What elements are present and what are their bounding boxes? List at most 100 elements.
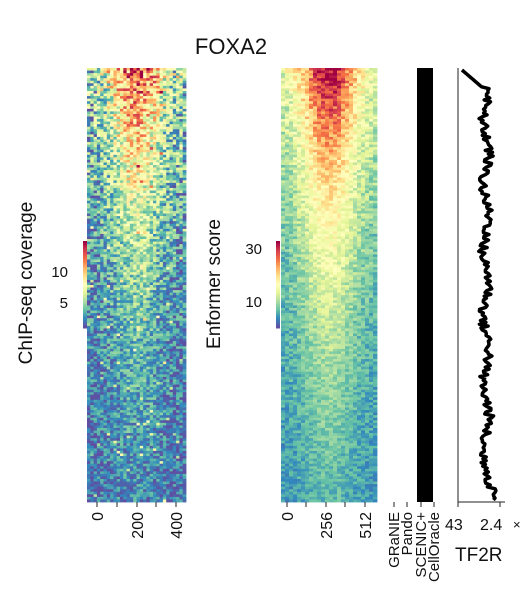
heatmap-cell: [162, 359, 167, 362]
heatmap-cell: [87, 195, 91, 199]
heatmap-cell: [110, 387, 114, 391]
heatmap-cell: [110, 198, 114, 202]
heatmap-cell: [116, 361, 121, 365]
heatmap-cell: [159, 473, 164, 477]
heatmap-cell: [143, 328, 147, 332]
heatmap-cell: [172, 103, 177, 107]
heatmap-cell: [129, 264, 134, 268]
heatmap-cell: [113, 430, 118, 434]
heatmap-cell: [166, 302, 170, 306]
heatmap-cell: [159, 471, 164, 475]
heatmap-cell: [143, 287, 147, 291]
heatmap-cell: [93, 371, 98, 375]
heatmap-cell: [116, 101, 121, 105]
heatmap-cell: [96, 223, 101, 227]
heatmap-cell: [136, 185, 141, 189]
heatmap-cell: [96, 456, 101, 459]
heatmap-cell: [100, 307, 104, 311]
heatmap-cell: [116, 330, 121, 334]
heatmap-cell: [103, 210, 108, 214]
heatmap-cell: [90, 103, 94, 107]
heatmap-cell: [169, 356, 174, 360]
heatmap-cell: [162, 440, 167, 444]
heatmap-cell: [169, 231, 174, 235]
heatmap-cell: [110, 407, 114, 411]
heatmap-cell: [176, 259, 180, 263]
heatmap-cell: [176, 402, 180, 406]
heatmap-cell: [149, 463, 154, 467]
heatmap-cell: [169, 300, 174, 304]
heatmap-cell: [169, 427, 174, 431]
heatmap-cell: [93, 328, 98, 332]
heatmap-cell: [162, 310, 167, 314]
heatmap-cell: [182, 68, 187, 71]
heatmap-cell: [179, 305, 184, 309]
heatmap-cell: [96, 307, 101, 311]
heatmap-cell: [176, 397, 180, 401]
heatmap-cell: [172, 213, 177, 217]
heatmap-cell: [169, 346, 174, 350]
heatmap-cell: [96, 149, 101, 153]
heatmap-cell: [149, 430, 154, 434]
heatmap-cell: [113, 366, 118, 370]
heatmap-cell: [87, 198, 91, 202]
heatmap-cell: [159, 328, 164, 332]
heatmap-cell: [110, 113, 114, 117]
chipseq-heatmap: [87, 68, 187, 503]
heatmap-cell: [110, 85, 114, 89]
heatmap-cell: [153, 473, 157, 477]
heatmap-cell: [113, 78, 118, 82]
heatmap-cell: [139, 287, 144, 291]
heatmap-cell: [120, 410, 124, 414]
heatmap-cell: [153, 108, 157, 112]
heatmap-cell: [113, 328, 118, 332]
heatmap-cell: [106, 249, 111, 253]
heatmap-cell: [90, 407, 94, 411]
heatmap-cell: [179, 124, 184, 128]
heatmap-cell: [87, 70, 91, 74]
heatmap-cell: [96, 328, 101, 332]
heatmap-cell: [103, 139, 108, 143]
heatmap-cell: [126, 300, 131, 304]
heatmap-cell: [116, 231, 121, 235]
heatmap-cell: [100, 382, 104, 385]
heatmap-cell: [162, 167, 167, 171]
heatmap-cell: [139, 210, 144, 214]
heatmap-cell: [106, 170, 111, 174]
heatmap-cell: [136, 463, 141, 467]
heatmap-cell: [153, 203, 157, 207]
heatmap-cell: [90, 277, 94, 281]
heatmap-cell: [133, 121, 137, 125]
heatmap-cell: [96, 338, 101, 342]
heatmap-cell: [182, 239, 187, 242]
heatmap-cell: [87, 313, 91, 317]
heatmap-cell: [103, 221, 108, 225]
heatmap-cell: [146, 290, 151, 294]
heatmap-cell: [96, 246, 101, 250]
heatmap-cell: [116, 70, 121, 74]
heatmap-cell: [153, 364, 157, 368]
heatmap-cell: [136, 410, 141, 414]
heatmap-cell: [156, 369, 160, 373]
heatmap-cell: [110, 389, 114, 393]
heatmap-cell: [123, 376, 127, 380]
heatmap-cell: [116, 98, 121, 102]
heatmap-cell: [176, 272, 180, 276]
heatmap-cell: [143, 269, 147, 273]
heatmap-cell: [149, 445, 154, 449]
heatmap-cell: [87, 129, 91, 133]
heatmap-cell: [162, 106, 167, 110]
heatmap-cell: [123, 244, 127, 248]
heatmap-cell: [153, 103, 157, 107]
heatmap-cell: [176, 282, 180, 286]
heatmap-cell: [162, 108, 167, 112]
heatmap-cell: [90, 376, 94, 380]
heatmap-cell: [159, 221, 164, 225]
heatmap-cell: [106, 427, 111, 431]
heatmap-cell: [93, 466, 98, 470]
heatmap-cell: [172, 218, 177, 222]
heatmap-cell: [133, 300, 137, 304]
heatmap-cell: [149, 348, 154, 352]
heatmap-cell: [172, 323, 177, 327]
heatmap-cell: [87, 175, 91, 179]
